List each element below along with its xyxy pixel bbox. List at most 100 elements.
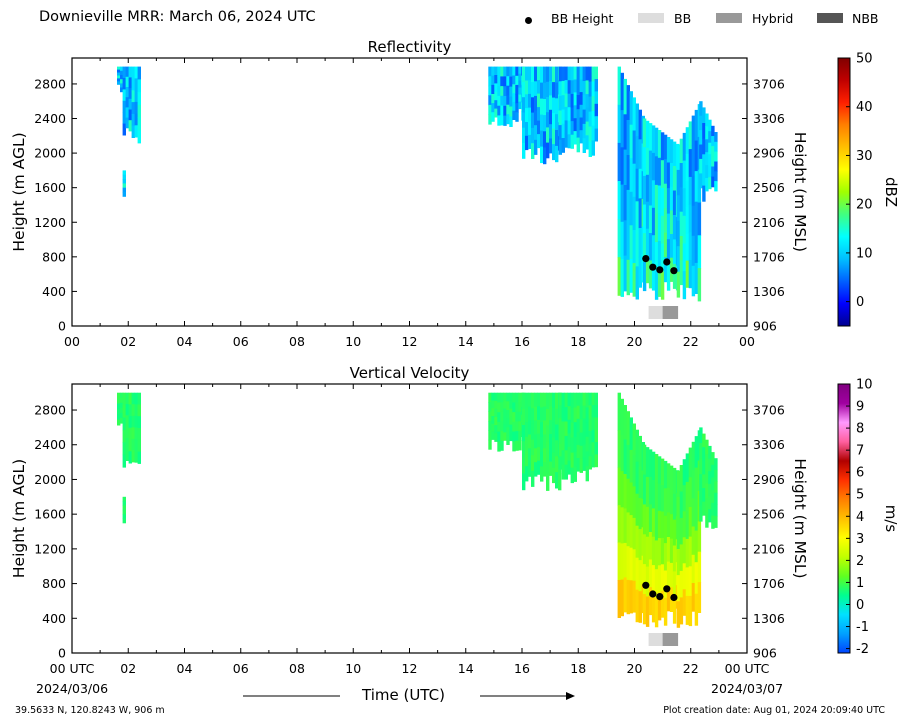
reflectivity-heat-cell: [131, 78, 135, 91]
velocity-heat-cell: [691, 498, 696, 527]
reflectivity-heat-cell: [506, 85, 510, 96]
reflectivity-heat-cell: [617, 66, 621, 106]
reflectivity-heat-cell: [591, 81, 595, 97]
velocity-heat-cell: [500, 411, 504, 422]
velocity-heat-cell: [506, 392, 510, 402]
reflectivity-heat-cell: [714, 181, 718, 192]
reflectivity-heat-cell: [676, 220, 681, 247]
velocity-heat-cell: [537, 406, 541, 421]
velocity-heat-cell: [635, 525, 639, 559]
velocity-cbar-tick-label: 4: [856, 510, 864, 525]
velocity-heat-cell: [120, 418, 124, 424]
reflectivity-heat-cell: [552, 82, 556, 99]
velocity-heat-cell: [651, 593, 656, 623]
reflectivity-heat-cell: [503, 105, 507, 117]
reflectivity-heat-cell: [134, 66, 138, 79]
velocity-heat-cell: [491, 400, 495, 409]
reflectivity-heat-cell: [711, 156, 715, 167]
velocity-heat-cell: [491, 416, 495, 425]
reflectivity-heat-cell: [506, 114, 510, 125]
velocity-heat-cell: [573, 407, 577, 423]
velocity-heat-cell: [555, 424, 559, 441]
legend-nbb-label: NBB: [852, 11, 879, 26]
reflectivity-heat-cell: [525, 80, 529, 95]
velocity-heat-cell: [697, 551, 702, 583]
reflectivity-heat-cell: [515, 103, 519, 113]
velocity-heat-cell: [120, 397, 124, 404]
velocity-heat-cell: [515, 402, 519, 413]
reflectivity-heat-cell: [512, 75, 516, 85]
reflectivity-heat-cell: [525, 108, 529, 123]
velocity-heat-cell: [131, 427, 135, 440]
velocity-heat-cell: [676, 601, 681, 628]
reflectivity-heat-cell: [531, 112, 535, 129]
reflectivity-heat-cell: [699, 130, 703, 145]
reflectivity-heat-cell: [567, 93, 571, 108]
reflectivity-xtick-label: 06: [233, 334, 249, 349]
velocity-heat-cell: [660, 485, 665, 512]
velocity-heat-cell: [576, 418, 580, 433]
reflectivity-heat-cell: [705, 152, 709, 166]
reflectivity-heat-cell: [594, 66, 598, 80]
velocity-xtick-label: 12: [402, 661, 418, 676]
reflectivity-heat-cell: [494, 66, 498, 76]
velocity-heat-cell: [549, 447, 553, 463]
velocity-heat-cell: [543, 434, 547, 449]
velocity-heat-cell: [588, 430, 592, 445]
reflectivity-heat-cell: [561, 109, 565, 125]
reflectivity-heat-cell: [585, 80, 589, 95]
velocity-heat-cell: [702, 488, 706, 503]
reflectivity-heat-cell: [632, 130, 636, 165]
velocity-heat-cell: [131, 438, 135, 451]
velocity-heat-cell: [570, 437, 574, 454]
velocity-heat-cell: [648, 532, 653, 560]
reflectivity-heat-cell: [685, 207, 690, 235]
reflectivity-heat-cell: [122, 187, 126, 193]
reflectivity-heat-cell: [682, 243, 687, 272]
velocity-heat-cell: [682, 563, 687, 590]
velocity-panel: Vertical Velocity04008001200160020002400…: [10, 364, 900, 676]
reflectivity-heat-cell: [645, 255, 650, 284]
reflectivity-heat-cell: [694, 262, 699, 294]
velocity-heat-cell: [660, 537, 665, 565]
reflectivity-heat-cell: [137, 92, 141, 106]
reflectivity-heat-cell: [588, 66, 592, 83]
velocity-heat-cell: [685, 481, 690, 511]
velocity-heat-cell: [694, 530, 699, 563]
velocity-heat-cell: [691, 526, 696, 556]
reflectivity-heat-cell: [534, 139, 538, 155]
reflectivity-heat-cell: [552, 113, 556, 130]
reflectivity-xtick-label: 04: [177, 334, 193, 349]
velocity-heat-cell: [648, 449, 653, 478]
legend: BB Height BB Hybrid NBB: [520, 11, 890, 27]
velocity-heat-cell: [506, 401, 510, 411]
velocity-heat-cell: [582, 431, 586, 445]
reflectivity-heat-cell: [688, 232, 693, 261]
velocity-heat-cell: [642, 474, 647, 505]
velocity-heat-cell: [582, 457, 586, 471]
reflectivity-heat-cell: [522, 143, 526, 159]
reflectivity-heat-cell: [663, 232, 668, 258]
velocity-heat-cell: [567, 446, 571, 461]
reflectivity-heat-cell: [688, 149, 693, 178]
velocity-heat-cell: [552, 422, 556, 439]
velocity-heat-cell: [488, 421, 492, 431]
reflectivity-heat-cell: [632, 97, 636, 131]
reflectivity-heat-cell: [579, 104, 583, 118]
reflectivity-heat-cell: [620, 110, 624, 148]
reflectivity-heat-cell: [570, 80, 574, 95]
velocity-heat-cell: [623, 542, 627, 578]
velocity-heat-cell: [122, 501, 126, 506]
reflectivity-heat-cell: [558, 139, 562, 155]
velocity-ytick-label: 400: [42, 611, 66, 626]
velocity-xtick-label: 14: [458, 661, 474, 676]
reflectivity-heat-cell: [682, 215, 687, 244]
velocity-heat-cell: [708, 483, 712, 498]
velocity-heat-cell: [515, 392, 519, 403]
velocity-heat-cell: [708, 471, 712, 485]
velocity-heat-cell: [543, 392, 547, 408]
reflectivity-heat-cell: [648, 178, 653, 206]
velocity-heat-cell: [685, 538, 690, 568]
reflectivity-heat-cell: [654, 242, 659, 272]
reflectivity-heat-cell: [711, 136, 715, 147]
